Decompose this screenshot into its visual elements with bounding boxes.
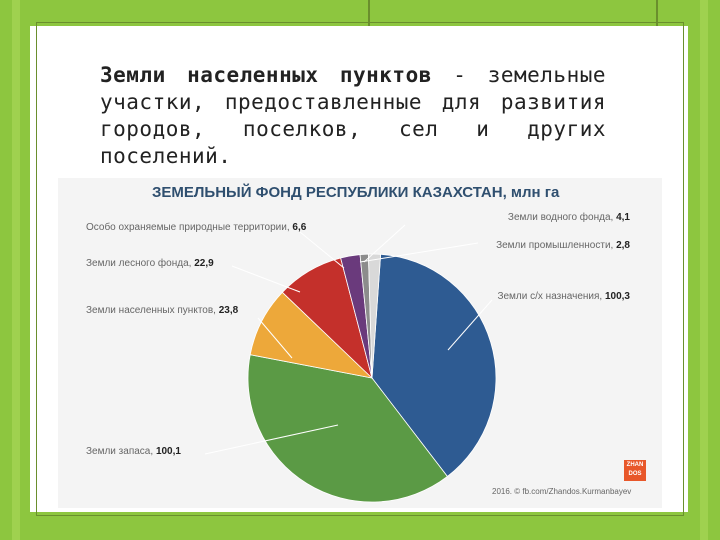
label-protected-areas: Особо охраняемые природные территории, 6…	[86, 222, 307, 233]
chart-credit: 2016. © fb.com/Zhandos.Kurmanbayev	[492, 487, 632, 496]
label-value: 6,6	[292, 222, 307, 233]
leader-line	[359, 242, 479, 263]
label-value: 4,1	[616, 212, 630, 223]
background-stripe	[12, 0, 20, 540]
intro-term: Земли населенных пунктов	[100, 63, 432, 87]
label-water-fund: Земли водного фонда, 4,1	[507, 212, 630, 223]
label-value: 2,8	[616, 240, 630, 251]
label-text: Земли населенных пунктов	[86, 305, 214, 316]
leader-line	[204, 424, 339, 455]
logo: ZHAN DOS	[624, 460, 646, 481]
slice-water-fund	[367, 253, 382, 379]
label-text: Земли запаса	[86, 446, 151, 457]
label-text: Земли лесного фонда	[86, 258, 189, 269]
slice-agricultural	[371, 253, 497, 478]
leader-line	[231, 265, 301, 293]
slice-reserve	[247, 354, 448, 503]
leader-line	[363, 224, 406, 263]
label-reserve: Земли запаса, 100,1	[86, 446, 181, 457]
slide-border	[36, 22, 684, 516]
chart-title: ЗЕМЕЛЬНЫЙ ФОНД РЕСПУБЛИКИ КАЗАХСТАН, млн…	[152, 184, 560, 201]
label-value: 22,9	[194, 258, 214, 269]
background-stripe	[700, 0, 708, 540]
label-text: Земли промышленности	[496, 240, 611, 251]
label-text: Земли водного фонда	[507, 212, 611, 223]
intro-definition: - земельные участки, предоставленные для…	[100, 63, 606, 168]
label-text: Особо охраняемые природные территории	[86, 222, 287, 233]
label-value: 23,8	[218, 305, 239, 316]
leader-line	[447, 299, 493, 351]
label-settlements: Земли населенных пунктов, 23,8	[86, 305, 239, 316]
label-value: 100,3	[604, 291, 630, 302]
label-agricultural: Земли с/х назначения, 100,3	[497, 291, 630, 302]
label-text: Земли с/х назначения	[497, 291, 600, 302]
leader-line	[299, 231, 345, 269]
intro-paragraph: Земли населенных пунктов - земельные уча…	[100, 62, 606, 170]
leader-line	[257, 317, 293, 359]
label-industry: Земли промышленности, 2,8	[496, 240, 630, 251]
label-forest-fund: Земли лесного фонда, 22,9	[86, 258, 214, 269]
label-value: 100,1	[155, 446, 181, 457]
